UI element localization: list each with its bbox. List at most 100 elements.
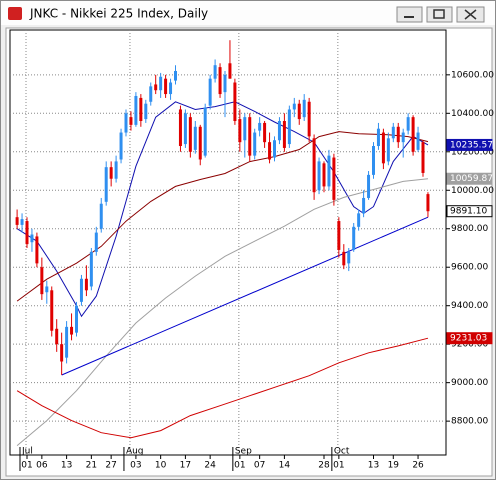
x-tick-label: 21: [86, 461, 97, 471]
price-label-box: [446, 332, 493, 345]
candle-body: [99, 203, 103, 229]
x-tick-label: 01: [21, 461, 32, 471]
y-tick-label: 10000.00: [451, 186, 494, 196]
candle-body: [144, 103, 148, 120]
window-icon: [8, 7, 22, 20]
candle-body: [253, 132, 257, 156]
candle-body: [391, 126, 395, 139]
candle-body: [396, 126, 400, 143]
x-tick-label: 10: [155, 461, 167, 471]
x-tick-label: 17: [180, 461, 191, 471]
candle-body: [297, 103, 301, 120]
candle-body: [218, 67, 222, 95]
candle-body: [119, 132, 123, 160]
candle-body: [55, 328, 59, 345]
x-tick-label: 06: [36, 461, 48, 471]
candle-body: [149, 86, 153, 102]
candle-body: [263, 122, 267, 143]
month-label: Aug: [126, 447, 144, 457]
candle-body: [357, 213, 361, 227]
month-label: Jul: [21, 447, 33, 457]
month-label: Oct: [334, 447, 350, 457]
candle-body: [183, 113, 187, 145]
y-tick-label: 9200.00: [451, 340, 488, 350]
candle-body: [154, 84, 158, 91]
candle-body: [282, 121, 286, 148]
candle-body: [208, 78, 212, 106]
x-tick-label: 13: [368, 461, 379, 471]
candle-body: [169, 82, 173, 95]
candle-body: [376, 128, 380, 147]
candle-body: [65, 326, 69, 358]
x-tick-label: 28: [318, 461, 330, 471]
y-tick-label: 9600.00: [451, 263, 488, 273]
y-tick-label: 9400.00: [451, 301, 488, 311]
candle-body: [406, 117, 410, 131]
candle-body: [317, 161, 321, 191]
x-tick-label: 26: [412, 461, 424, 471]
candle-body: [15, 217, 19, 225]
x-tick-label: 13: [61, 461, 72, 471]
candle-body: [124, 113, 128, 133]
candle-body: [178, 109, 182, 147]
candle-body: [35, 236, 39, 264]
candle-body: [352, 226, 356, 250]
candle-body: [337, 221, 341, 250]
window-title: JNKC - Nikkei 225 Index, Daily: [29, 7, 208, 21]
candle-body: [243, 117, 247, 141]
close-icon: [464, 9, 477, 20]
indicator-line: [16, 337, 429, 439]
candle-body: [25, 221, 29, 245]
maximize-icon: [433, 9, 445, 19]
candle-body: [347, 251, 351, 264]
price-label: 10235.57: [450, 140, 493, 150]
candle-body: [426, 194, 430, 212]
candle-body: [421, 142, 425, 173]
y-tick-label: 10400.00: [451, 109, 494, 119]
candle-body: [228, 63, 232, 79]
candle-body: [109, 167, 113, 179]
candle-body: [401, 132, 405, 143]
month-label: Sep: [235, 447, 252, 457]
candle-body: [40, 267, 44, 295]
candle-body: [342, 251, 346, 266]
candle-body: [273, 140, 276, 158]
candle-body: [134, 95, 138, 125]
x-tick-label: 07: [254, 461, 265, 471]
price-label: 10059.87: [450, 174, 493, 184]
candle-body: [307, 101, 311, 137]
x-tick-label: 14: [279, 461, 291, 471]
candle-body: [416, 132, 420, 150]
candle-body: [372, 146, 375, 175]
x-tick-label: 24: [204, 461, 216, 471]
candle-body: [70, 326, 74, 335]
candle-body: [75, 305, 78, 333]
candle-body: [332, 157, 336, 200]
price-label: 9231.03: [450, 334, 487, 344]
candle-body: [381, 132, 385, 164]
candle-body: [159, 76, 163, 91]
candle-body: [20, 219, 24, 225]
minimize-button[interactable]: [396, 6, 423, 23]
candle-body: [386, 138, 390, 162]
x-tick-label: 27: [105, 461, 116, 471]
y-tick-label: 8800.00: [451, 417, 488, 427]
candle-body: [233, 82, 237, 122]
indicator-line: [61, 216, 429, 376]
candle-body: [30, 234, 34, 243]
candle-body: [203, 107, 207, 156]
candle-body: [198, 126, 202, 160]
candle-body: [45, 286, 49, 293]
candle-body: [193, 126, 197, 150]
candle-body: [322, 163, 326, 187]
candle-body: [79, 278, 83, 302]
candle-body: [164, 78, 168, 95]
candle-body: [174, 70, 177, 81]
y-tick-label: 10200.00: [451, 147, 494, 157]
candle-body: [268, 142, 272, 160]
price-label: 9891.10: [450, 207, 487, 217]
candle-body: [302, 99, 306, 118]
candle-body: [188, 117, 192, 152]
candle-body: [277, 121, 281, 141]
y-tick-label: 9000.00: [451, 378, 488, 388]
